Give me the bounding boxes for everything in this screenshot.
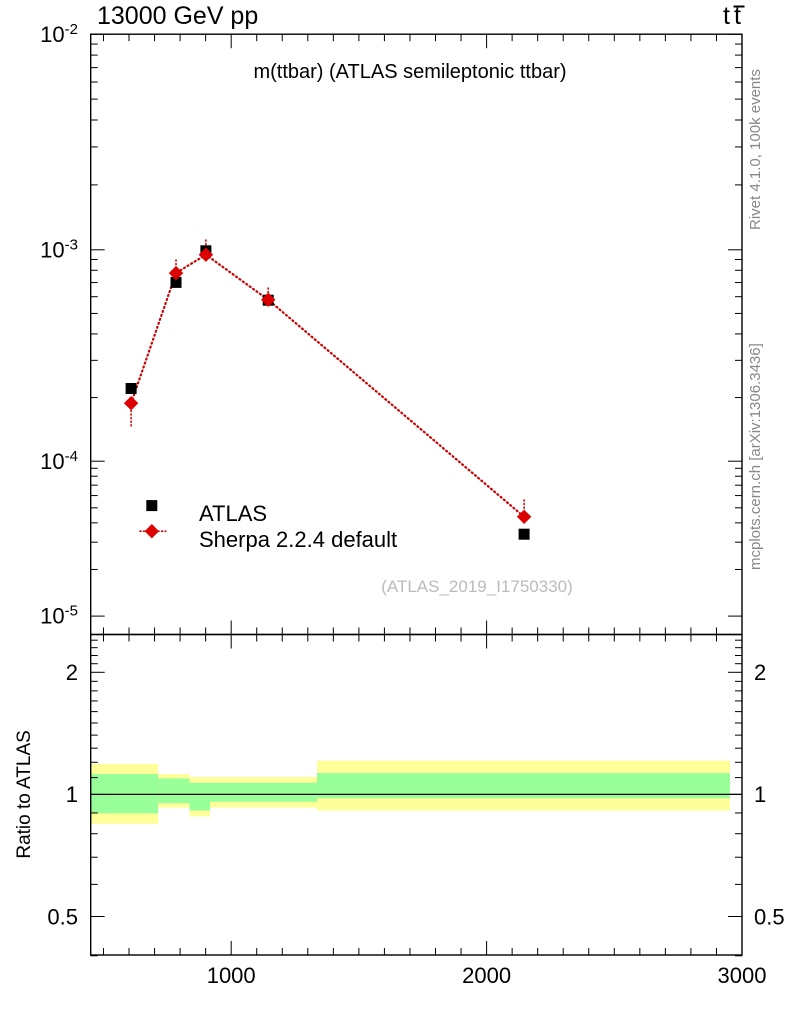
svg-text:2: 2 [754,660,766,685]
svg-text:1: 1 [754,782,766,807]
svg-text:(ATLAS_2019_I1750330): (ATLAS_2019_I1750330) [381,577,573,596]
svg-text:2: 2 [66,660,78,685]
svg-text:ATLAS: ATLAS [199,501,267,526]
svg-text:1: 1 [66,782,78,807]
svg-text:Rivet 4.1.0, 100k events: Rivet 4.1.0, 100k events [747,69,764,230]
svg-text:m(ttbar) (ATLAS semileptonic t: m(ttbar) (ATLAS semileptonic ttbar) [253,61,566,83]
svg-text:mcplots.cern.ch [arXiv:1306.34: mcplots.cern.ch [arXiv:1306.3436] [747,343,764,570]
svg-text:3000: 3000 [718,963,767,988]
svg-text:Ratio to ATLAS: Ratio to ATLAS [14,730,35,859]
svg-text:t: t [723,2,730,30]
svg-text:2000: 2000 [462,963,511,988]
svg-text:13000 GeV pp: 13000 GeV pp [97,2,258,30]
svg-text:Sherpa 2.2.4 default: Sherpa 2.2.4 default [199,527,397,552]
svg-text:1000: 1000 [207,963,256,988]
svg-text:0.5: 0.5 [47,905,78,930]
svg-text:0.5: 0.5 [754,905,785,930]
